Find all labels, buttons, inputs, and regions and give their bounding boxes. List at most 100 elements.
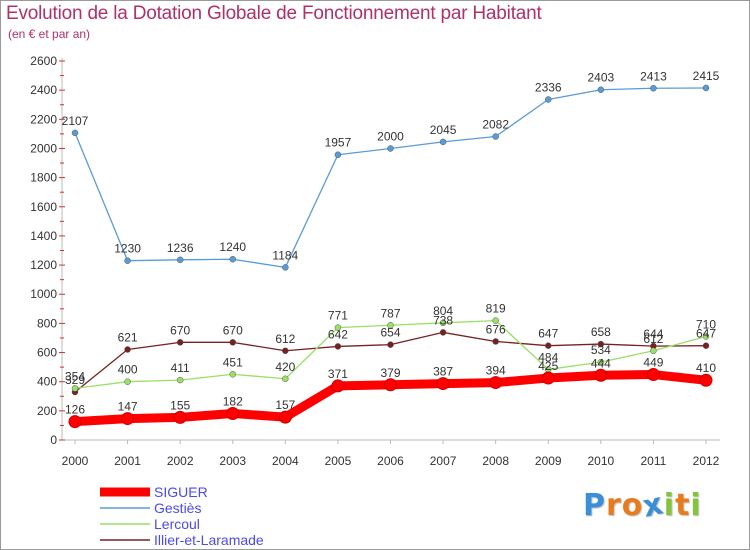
data-label-gesti-s: 2415 <box>693 69 720 83</box>
data-label-gesti-s: 2107 <box>62 114 89 128</box>
y-tick-label: 1000 <box>30 287 57 301</box>
data-label-illier-et-laramade: 670 <box>223 323 243 337</box>
data-point-gesti-s <box>597 86 605 93</box>
data-point-illier-et-laramade <box>492 338 499 345</box>
data-point-siguer <box>121 412 135 426</box>
data-label-siguer: 410 <box>696 361 716 375</box>
data-label-gesti-s: 2082 <box>482 118 509 132</box>
data-label-siguer: 371 <box>328 367 348 381</box>
data-point-gesti-s <box>439 138 447 146</box>
data-label-lercoul: 710 <box>696 318 716 332</box>
data-label-lercoul: 819 <box>486 302 506 316</box>
data-label-lercoul: 612 <box>643 332 663 346</box>
x-tick-label: 2005 <box>325 454 352 468</box>
data-label-illier-et-laramade: 738 <box>433 313 453 327</box>
x-tick-label: 2011 <box>641 454 667 468</box>
data-point-gesti-s <box>387 145 394 152</box>
data-point-lercoul <box>176 376 184 384</box>
data-point-siguer <box>541 371 555 385</box>
data-point-siguer <box>699 373 713 387</box>
data-label-siguer: 147 <box>118 400 138 414</box>
y-tick-label: 2200 <box>30 112 57 126</box>
x-tick-label: 2007 <box>430 454 457 468</box>
x-tick-label: 2010 <box>587 454 614 468</box>
data-label-gesti-s: 2000 <box>377 129 404 143</box>
data-label-siguer: 126 <box>65 403 85 417</box>
logo-letter: P <box>583 488 606 523</box>
x-tick-label: 2008 <box>482 454 509 468</box>
data-point-gesti-s <box>702 84 710 92</box>
logo-letter: r <box>606 488 622 523</box>
data-point-illier-et-laramade <box>334 343 342 350</box>
data-point-lercoul <box>71 385 79 392</box>
y-tick-label: 1800 <box>30 171 57 185</box>
data-point-gesti-s <box>545 96 552 103</box>
data-label-lercoul: 534 <box>591 343 611 357</box>
y-tick-label: 1400 <box>30 229 57 243</box>
data-point-lercoul <box>124 378 131 385</box>
data-point-siguer <box>173 410 187 424</box>
x-tick-label: 2002 <box>167 454 194 468</box>
y-tick-label: 600 <box>37 346 57 360</box>
y-tick-label: 800 <box>37 316 57 330</box>
x-tick-label: 2003 <box>219 454 246 468</box>
data-label-illier-et-laramade: 676 <box>486 322 506 336</box>
legend-label: SIGUER <box>154 484 208 500</box>
data-label-gesti-s: 1240 <box>219 240 246 254</box>
data-point-illier-et-laramade <box>702 342 710 349</box>
data-point-siguer <box>594 368 608 382</box>
x-tick-label: 2000 <box>62 454 89 468</box>
data-point-illier-et-laramade <box>439 329 447 336</box>
data-point-siguer <box>489 376 503 390</box>
logo-letter: i <box>663 488 676 523</box>
data-point-lercoul <box>439 319 447 327</box>
legend-label: Illier-et-Laramade <box>154 532 264 548</box>
data-point-gesti-s <box>124 257 131 264</box>
data-point-siguer <box>384 378 397 392</box>
y-tick-label: 2400 <box>30 83 57 97</box>
data-label-siguer: 379 <box>380 366 400 380</box>
data-label-lercoul: 354 <box>65 369 85 383</box>
data-label-gesti-s: 1957 <box>325 136 352 150</box>
data-label-siguer: 449 <box>643 356 663 370</box>
data-label-lercoul: 804 <box>433 304 453 318</box>
data-label-lercoul: 400 <box>118 363 138 377</box>
data-label-lercoul: 771 <box>328 309 348 323</box>
data-point-gesti-s <box>229 255 236 263</box>
y-tick-label: 200 <box>37 404 57 418</box>
data-point-siguer <box>331 379 345 393</box>
data-point-lercoul <box>492 317 499 324</box>
data-point-lercoul <box>597 358 605 366</box>
data-label-lercoul: 411 <box>171 361 190 375</box>
data-point-lercoul <box>229 371 236 378</box>
proxiti-logo: Proxiti <box>583 486 702 524</box>
x-tick-label: 2006 <box>377 454 404 468</box>
y-tick-label: 1600 <box>30 200 57 214</box>
data-label-siguer: 157 <box>275 398 295 412</box>
logo-letter: o <box>621 488 644 523</box>
data-label-illier-et-laramade: 642 <box>328 327 348 341</box>
data-point-illier-et-laramade <box>597 340 605 348</box>
data-point-lercoul <box>282 375 289 383</box>
x-tick-label: 2004 <box>272 454 299 468</box>
data-point-illier-et-laramade <box>229 339 236 346</box>
data-label-illier-et-laramade: 621 <box>118 330 138 344</box>
x-tick-label: 2012 <box>693 454 720 468</box>
data-point-illier-et-laramade <box>387 341 394 348</box>
data-label-illier-et-laramade: 647 <box>538 327 558 341</box>
data-label-siguer: 182 <box>223 394 243 408</box>
data-label-illier-et-laramade: 670 <box>170 323 190 337</box>
legend-label: Lercoul <box>154 516 200 532</box>
data-label-siguer: 425 <box>538 359 558 373</box>
data-point-illier-et-laramade <box>282 347 289 355</box>
data-label-gesti-s: 1230 <box>114 242 141 256</box>
data-label-gesti-s: 2336 <box>535 80 562 94</box>
data-point-illier-et-laramade <box>176 339 184 346</box>
data-point-illier-et-laramade <box>545 342 552 349</box>
data-label-gesti-s: 2403 <box>587 71 614 85</box>
data-point-gesti-s <box>176 256 184 264</box>
y-tick-label: 400 <box>37 375 57 389</box>
y-tick-label: 2600 <box>30 54 57 68</box>
